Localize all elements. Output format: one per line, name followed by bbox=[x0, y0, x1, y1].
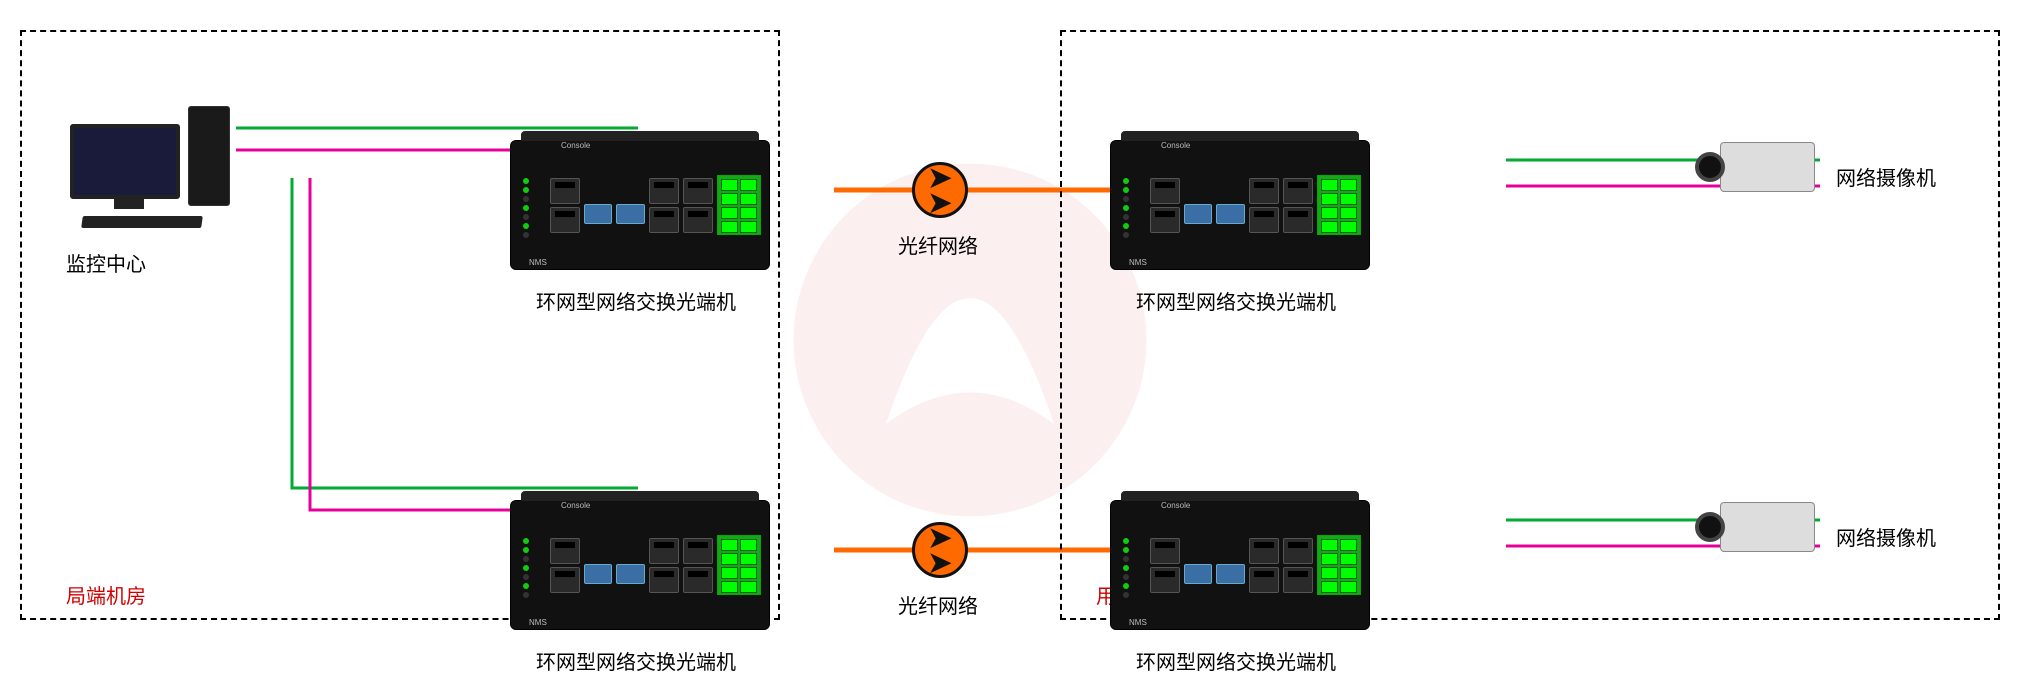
monitor-center-label: 监控中心 bbox=[66, 248, 146, 277]
camera-lens-icon bbox=[1695, 512, 1725, 542]
terminal-block bbox=[1317, 535, 1361, 595]
switch-lt-label: 环网型网络交换光端机 bbox=[536, 286, 736, 315]
rj45-port bbox=[550, 207, 580, 233]
rj45-port bbox=[1283, 207, 1313, 233]
fiber-icon-top: ➤➤ bbox=[912, 162, 968, 218]
switch-lb-label: 环网型网络交换光端机 bbox=[536, 646, 736, 675]
rj45-port bbox=[649, 567, 679, 593]
pc-tower-icon bbox=[188, 106, 230, 206]
sfp-port bbox=[616, 204, 645, 224]
switch-lt: Console NMS bbox=[510, 140, 770, 270]
rj45-port bbox=[649, 207, 679, 233]
led-column bbox=[519, 532, 546, 598]
rj45-port bbox=[1150, 178, 1180, 204]
rj45-port bbox=[1249, 567, 1279, 593]
sfp-port bbox=[1216, 564, 1245, 584]
rj45-port bbox=[683, 178, 713, 204]
led-column bbox=[1119, 532, 1146, 598]
sfp-port bbox=[1216, 204, 1245, 224]
rj45-port bbox=[683, 538, 713, 564]
rj45-port bbox=[550, 538, 580, 564]
camera-bottom-label: 网络摄像机 bbox=[1836, 522, 1936, 551]
sfp-port bbox=[616, 564, 645, 584]
switch-lb: Console NMS bbox=[510, 500, 770, 630]
keyboard-icon bbox=[81, 216, 203, 228]
sfp-port bbox=[1184, 564, 1213, 584]
switch-rt-label: 环网型网络交换光端机 bbox=[1136, 286, 1336, 315]
monitor-center-node bbox=[70, 124, 180, 199]
terminal-block bbox=[717, 175, 761, 235]
led-column bbox=[1119, 172, 1146, 238]
rj45-port bbox=[1283, 178, 1313, 204]
rj45-port bbox=[550, 178, 580, 204]
switch-rb: Console NMS bbox=[1110, 500, 1370, 630]
camera-lens-icon bbox=[1695, 152, 1725, 182]
arrows-icon: ➤➤ bbox=[928, 165, 951, 215]
monitor-screen-icon bbox=[70, 124, 180, 199]
rj45-port bbox=[683, 567, 713, 593]
rj45-port bbox=[1283, 567, 1313, 593]
sfp-port bbox=[1184, 204, 1213, 224]
switch-rb-label: 环网型网络交换光端机 bbox=[1136, 646, 1336, 675]
terminal-block bbox=[1317, 175, 1361, 235]
zone-left-label: 局端机房 bbox=[66, 580, 146, 609]
switch-rt: Console NMS bbox=[1110, 140, 1370, 270]
camera-top-node bbox=[1695, 136, 1815, 201]
fiber-label-bottom: 光纤网络 bbox=[898, 590, 978, 619]
sfp-port bbox=[584, 204, 613, 224]
rj45-port bbox=[1249, 538, 1279, 564]
rj45-port bbox=[550, 567, 580, 593]
rj45-port bbox=[1150, 207, 1180, 233]
fiber-label-top: 光纤网络 bbox=[898, 230, 978, 259]
camera-body-icon bbox=[1720, 502, 1815, 552]
camera-body-icon bbox=[1720, 142, 1815, 192]
rj45-port bbox=[683, 207, 713, 233]
terminal-block bbox=[717, 535, 761, 595]
led-column bbox=[519, 172, 546, 238]
rj45-port bbox=[649, 178, 679, 204]
rj45-port bbox=[1249, 207, 1279, 233]
arrows-icon: ➤➤ bbox=[928, 525, 951, 575]
rj45-port bbox=[1150, 567, 1180, 593]
sfp-port bbox=[584, 564, 613, 584]
camera-top-label: 网络摄像机 bbox=[1836, 162, 1936, 191]
rj45-port bbox=[1150, 538, 1180, 564]
fiber-icon-bottom: ➤➤ bbox=[912, 522, 968, 578]
rj45-port bbox=[1283, 538, 1313, 564]
diagram-canvas: 局端机房 用户端 监控中心 ➤➤ 光纤网络 ➤➤ 光纤网络 网络摄像机 网络摄像… bbox=[0, 0, 2030, 682]
camera-bottom-node bbox=[1695, 496, 1815, 561]
rj45-port bbox=[1249, 178, 1279, 204]
rj45-port bbox=[649, 538, 679, 564]
